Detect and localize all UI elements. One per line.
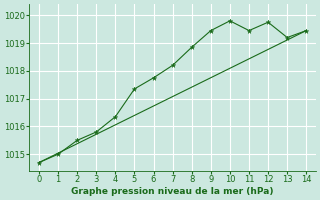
X-axis label: Graphe pression niveau de la mer (hPa): Graphe pression niveau de la mer (hPa) bbox=[71, 187, 274, 196]
